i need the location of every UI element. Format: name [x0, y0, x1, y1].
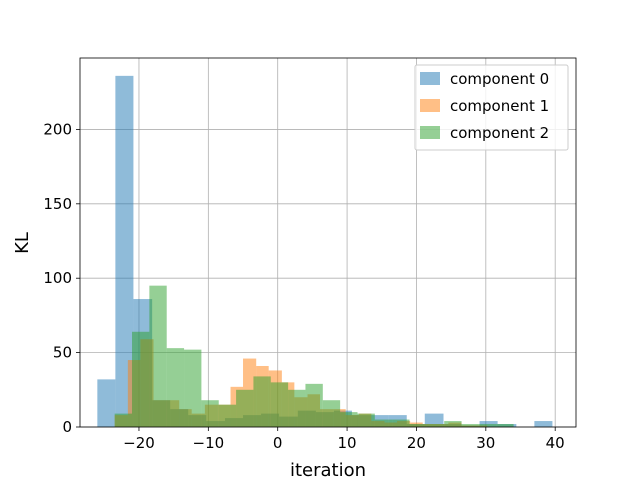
histogram-bar — [253, 376, 271, 427]
legend-label: component 2 — [450, 124, 549, 142]
legend-swatch — [420, 126, 440, 139]
histogram-bar — [392, 419, 410, 427]
histogram-bar — [166, 348, 185, 427]
series-2-bars — [114, 285, 514, 427]
y-tick-label: 0 — [62, 418, 72, 436]
histogram-bar — [114, 413, 133, 427]
x-axis-ticks: −20 −10 0 10 20 30 40 — [123, 427, 565, 452]
histogram-bar — [496, 424, 514, 427]
y-tick-label: 50 — [53, 344, 72, 362]
plot-frame — [79, 57, 577, 428]
legend-swatch — [420, 99, 440, 112]
histogram-bars — [97, 75, 553, 428]
y-tick-label: 100 — [43, 269, 72, 287]
histogram-bar — [236, 389, 254, 427]
histogram-bar — [149, 285, 167, 427]
x-tick-label: 10 — [338, 434, 357, 452]
histogram-bar — [444, 421, 462, 427]
histogram-bar — [426, 424, 445, 427]
histogram-bar — [374, 419, 393, 427]
legend-label: component 0 — [450, 70, 549, 88]
histogram-bar — [270, 382, 289, 427]
legend-frame — [414, 64, 569, 151]
histogram-bar — [305, 383, 323, 427]
histogram-bar — [184, 349, 202, 427]
x-tick-label: 20 — [407, 434, 426, 452]
histogram-bar — [357, 413, 375, 427]
y-axis-label: KL — [12, 232, 33, 254]
histogram-bar — [218, 404, 237, 427]
histogram-bar — [461, 424, 479, 427]
x-tick-label: 30 — [476, 434, 495, 452]
histogram-bar — [322, 400, 341, 427]
legend-items: component 0 component 1 component 2 — [420, 70, 549, 142]
legend: component 0 component 1 component 2 — [414, 64, 569, 151]
x-axis-label: iteration — [290, 460, 366, 480]
y-tick-label: 150 — [43, 195, 72, 213]
histogram-bar — [340, 412, 358, 427]
histogram-bar — [478, 424, 497, 427]
legend-swatch — [420, 72, 440, 85]
histogram-bar — [288, 389, 306, 427]
x-tick-label: −20 — [123, 434, 155, 452]
legend-label: component 1 — [450, 97, 549, 115]
histogram-bar — [534, 421, 553, 427]
y-axis-ticks: 0 50 100 150 200 — [43, 120, 80, 436]
x-tick-label: −10 — [193, 434, 225, 452]
histogram-bar — [424, 413, 444, 427]
histogram-bar — [201, 400, 219, 427]
histogram-bar — [115, 75, 134, 428]
histogram-bar — [132, 331, 150, 427]
histogram-bar — [409, 424, 427, 427]
x-tick-label: 40 — [546, 434, 565, 452]
histogram-bar — [97, 379, 116, 427]
y-tick-label: 200 — [43, 120, 72, 138]
x-tick-label: 0 — [273, 434, 283, 452]
